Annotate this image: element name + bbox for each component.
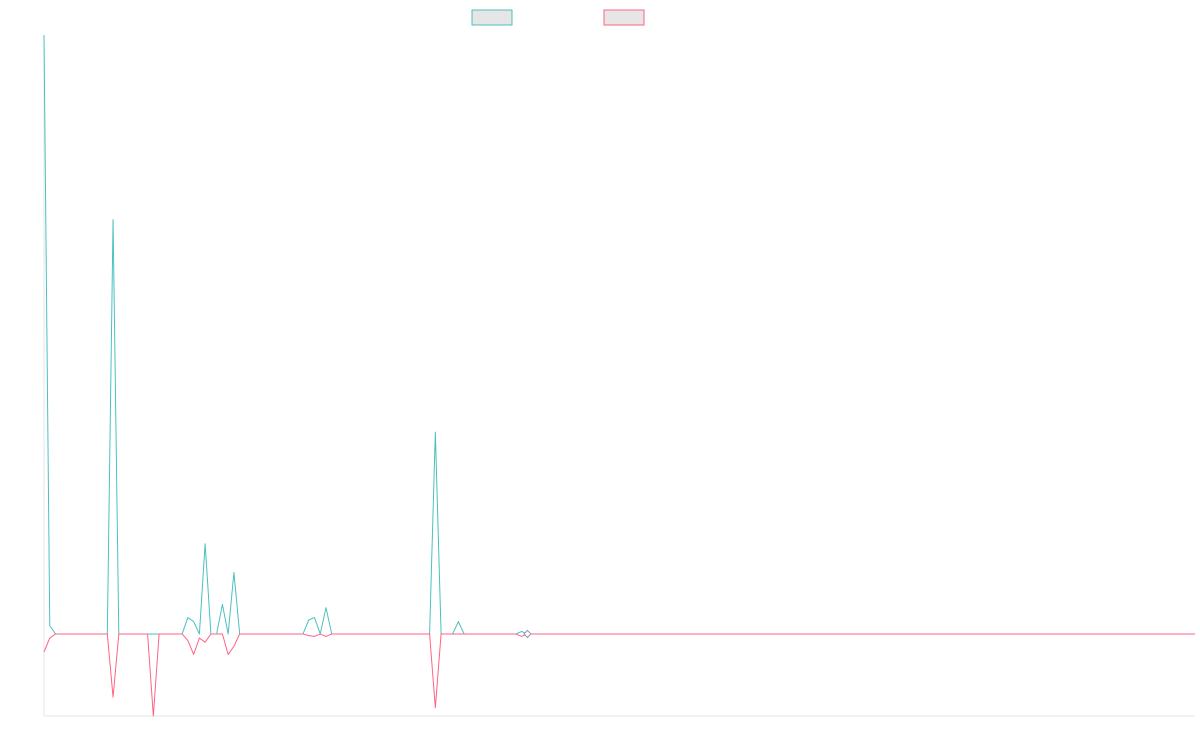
series-line-2: [43, 633, 1195, 717]
legend-swatch-2[interactable]: [603, 9, 645, 26]
series-line-1: [43, 34, 1195, 635]
legend-swatch-1[interactable]: [471, 9, 513, 26]
series-layer: [43, 34, 1195, 717]
legend: [471, 9, 645, 26]
data-point-marker: [523, 629, 532, 639]
